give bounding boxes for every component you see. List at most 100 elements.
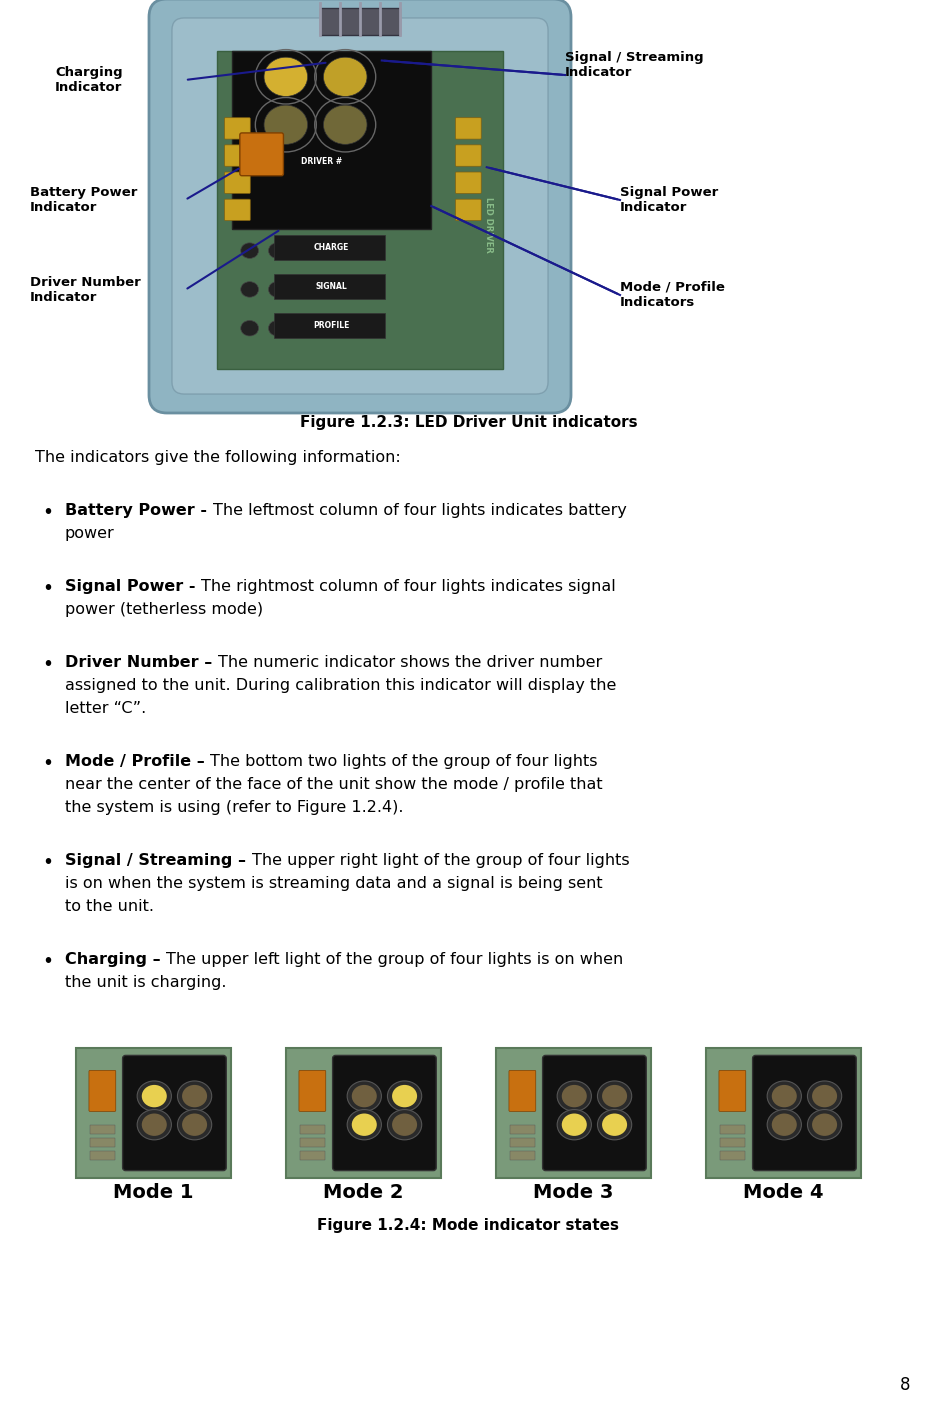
Text: Driver Number
Indicator: Driver Number Indicator [30, 275, 140, 303]
FancyBboxPatch shape [89, 1071, 116, 1111]
Ellipse shape [182, 1085, 207, 1107]
Text: Driver Number –: Driver Number – [65, 655, 218, 670]
Bar [705, 1048, 860, 1177]
Ellipse shape [557, 1080, 591, 1111]
Text: CHARGE: CHARGE [314, 243, 349, 251]
Bar [300, 1124, 325, 1134]
Text: The indicators give the following information:: The indicators give the following inform… [35, 450, 401, 465]
Ellipse shape [269, 243, 286, 259]
FancyBboxPatch shape [225, 118, 250, 139]
Ellipse shape [351, 1114, 376, 1135]
Text: Mode 4: Mode 4 [742, 1183, 823, 1203]
Ellipse shape [812, 1114, 836, 1135]
FancyBboxPatch shape [542, 1055, 646, 1170]
FancyBboxPatch shape [752, 1055, 856, 1170]
Text: Signal / Streaming
Indicator: Signal / Streaming Indicator [564, 51, 703, 79]
FancyBboxPatch shape [149, 0, 570, 413]
FancyBboxPatch shape [172, 18, 548, 393]
Text: Charging –: Charging – [65, 953, 166, 967]
Text: power (tetherless mode): power (tetherless mode) [65, 601, 263, 617]
Text: •: • [42, 853, 53, 873]
Text: Signal Power
Indicator: Signal Power Indicator [620, 185, 718, 214]
Ellipse shape [387, 1080, 421, 1111]
Text: •: • [42, 754, 53, 773]
Bar [273, 235, 385, 260]
Ellipse shape [182, 1114, 207, 1135]
Bar [509, 1124, 534, 1134]
Text: SIGNAL: SIGNAL [315, 282, 347, 291]
Bar [231, 51, 431, 229]
Text: DRIVER #: DRIVER # [300, 157, 342, 166]
Ellipse shape [241, 281, 258, 298]
Ellipse shape [387, 1110, 421, 1139]
Text: Mode 3: Mode 3 [533, 1183, 613, 1203]
FancyBboxPatch shape [299, 1071, 326, 1111]
Ellipse shape [346, 1110, 381, 1139]
Text: Figure 1.2.3: LED Driver Unit indicators: Figure 1.2.3: LED Driver Unit indicators [300, 414, 636, 430]
FancyBboxPatch shape [240, 133, 283, 176]
Text: •: • [42, 503, 53, 523]
Text: Signal Power -: Signal Power - [65, 579, 201, 594]
FancyBboxPatch shape [455, 145, 481, 166]
FancyBboxPatch shape [455, 200, 481, 221]
FancyBboxPatch shape [225, 145, 250, 166]
Text: assigned to the unit. During calibration this indicator will display the: assigned to the unit. During calibration… [65, 679, 616, 693]
Ellipse shape [807, 1080, 841, 1111]
Text: the system is using (refer to Figure 1.2.4).: the system is using (refer to Figure 1.2… [65, 799, 403, 815]
Text: near the center of the face of the unit show the mode / profile that: near the center of the face of the unit … [65, 777, 602, 792]
Text: letter “C”.: letter “C”. [65, 701, 146, 717]
FancyBboxPatch shape [508, 1071, 535, 1111]
FancyBboxPatch shape [455, 118, 481, 139]
Ellipse shape [264, 58, 307, 97]
Ellipse shape [141, 1085, 167, 1107]
Bar [495, 1048, 651, 1177]
Text: Mode 2: Mode 2 [323, 1183, 403, 1203]
Ellipse shape [391, 1085, 417, 1107]
Bar [300, 1138, 325, 1146]
Ellipse shape [269, 281, 286, 298]
Text: The leftmost column of four lights indicates battery: The leftmost column of four lights indic… [212, 503, 626, 518]
Bar [273, 313, 385, 339]
Ellipse shape [602, 1114, 626, 1135]
Ellipse shape [177, 1110, 212, 1139]
Text: 8: 8 [899, 1375, 909, 1394]
Text: •: • [42, 579, 53, 599]
FancyBboxPatch shape [332, 1055, 436, 1170]
Ellipse shape [323, 58, 367, 97]
Ellipse shape [177, 1080, 212, 1111]
Ellipse shape [812, 1085, 836, 1107]
Bar [285, 1048, 441, 1177]
Bar [273, 274, 385, 299]
Ellipse shape [241, 243, 258, 259]
Text: The bottom two lights of the group of four lights: The bottom two lights of the group of fo… [211, 754, 597, 769]
Bar [300, 1151, 325, 1159]
Bar [90, 1151, 114, 1159]
Text: power: power [65, 525, 114, 541]
Bar [90, 1138, 114, 1146]
Bar [719, 1151, 744, 1159]
Ellipse shape [346, 1080, 381, 1111]
Text: Figure 1.2.4: Mode indicator states: Figure 1.2.4: Mode indicator states [317, 1218, 619, 1234]
Text: •: • [42, 655, 53, 674]
Bar [320, 8, 399, 35]
Text: The numeric indicator shows the driver number: The numeric indicator shows the driver n… [218, 655, 602, 670]
Text: Battery Power -: Battery Power - [65, 503, 212, 518]
FancyBboxPatch shape [123, 1055, 226, 1170]
Text: •: • [42, 953, 53, 971]
Bar [719, 1138, 744, 1146]
Text: to the unit.: to the unit. [65, 899, 154, 915]
Ellipse shape [351, 1085, 376, 1107]
Bar [217, 51, 502, 370]
Text: Battery Power
Indicator: Battery Power Indicator [30, 185, 138, 214]
Text: Mode / Profile
Indicators: Mode / Profile Indicators [620, 281, 724, 309]
Ellipse shape [767, 1110, 800, 1139]
Text: Mode 1: Mode 1 [113, 1183, 194, 1203]
Bar [509, 1151, 534, 1159]
Bar [509, 1138, 534, 1146]
Ellipse shape [597, 1110, 631, 1139]
Ellipse shape [269, 320, 286, 336]
Ellipse shape [602, 1085, 626, 1107]
Ellipse shape [557, 1110, 591, 1139]
Bar [76, 1048, 231, 1177]
FancyBboxPatch shape [225, 200, 250, 221]
